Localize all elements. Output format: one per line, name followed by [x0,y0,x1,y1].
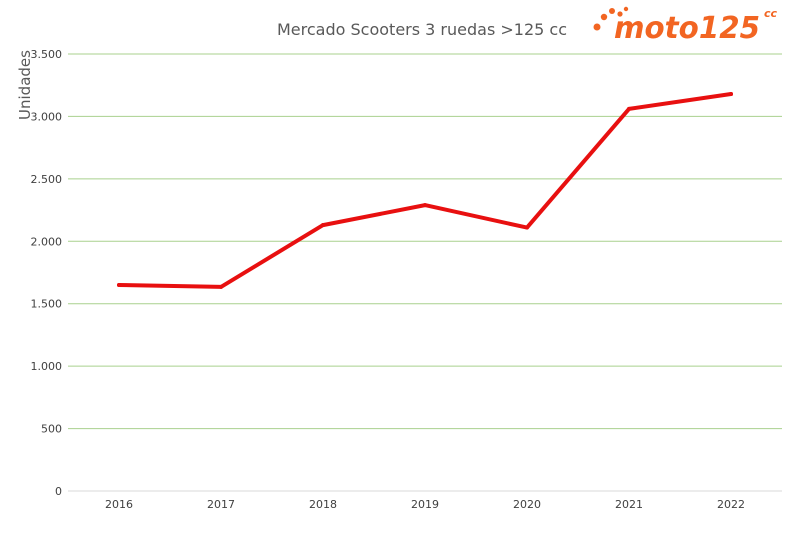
x-tick-labels: 2016 2017 2018 2019 2020 2021 2022 [105,498,745,511]
x-tick-label: 2022 [717,498,745,511]
x-tick-label: 2017 [207,498,235,511]
logo-dot [623,6,629,12]
x-tick-label: 2021 [615,498,643,511]
y-tick-label: 3.000 [31,110,63,123]
logo: moto125 cc [593,6,778,46]
data-point [219,284,223,289]
logo-dot [600,13,608,21]
series-line [117,92,733,289]
series-group [117,91,733,289]
data-point [423,203,427,208]
x-tick-label: 2018 [309,498,337,511]
y-tick-label: 3.500 [31,48,63,61]
gridlines [68,53,782,492]
data-point [729,91,733,96]
data-point [321,223,325,228]
x-tick-label: 2020 [513,498,541,511]
logo-dot [593,23,601,31]
data-point [525,225,529,230]
logo-text: moto125 [614,11,760,46]
y-tick-label: 0 [55,485,62,498]
data-point [627,106,631,111]
data-point [117,282,121,287]
logo-dot [609,8,615,14]
logo-superscript: cc [764,7,778,20]
logo-dot [617,11,623,17]
y-tick-labels: 0 500 1.000 1.500 2.000 2.500 3.000 3.500 [31,48,63,498]
y-tick-label: 1.500 [31,298,63,311]
y-tick-label: 500 [41,423,62,436]
y-axis-label: Unidades [16,50,34,120]
y-tick-label: 2.500 [31,173,63,186]
x-tick-label: 2019 [411,498,439,511]
x-tick-label: 2016 [105,498,133,511]
y-tick-label: 1.000 [31,360,63,373]
chart-title: Mercado Scooters 3 ruedas >125 cc [277,20,567,39]
orange-dots-icon [593,6,629,31]
y-tick-label: 2.000 [31,235,63,248]
